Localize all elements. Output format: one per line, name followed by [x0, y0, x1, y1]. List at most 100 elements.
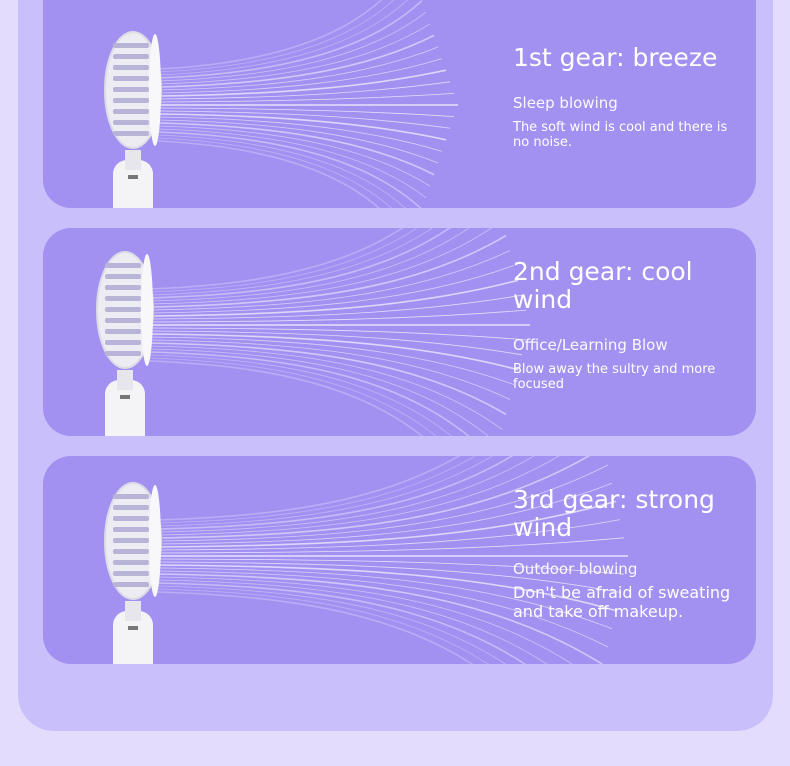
wind-line: [149, 228, 470, 302]
wind-line: [157, 537, 625, 554]
wind-line: [157, 456, 591, 539]
wind-line: [157, 456, 514, 530]
wind-line: [157, 456, 461, 521]
wind-line: [157, 561, 621, 593]
wind-line: [157, 107, 455, 117]
wind-line: [157, 588, 489, 664]
gear-subtitle: Sleep blowing: [513, 94, 618, 112]
fan-neck: [125, 601, 141, 621]
gear-card-2: 2nd gear: cool wind Office/Learning Blow…: [43, 228, 756, 436]
wind-line: [157, 34, 435, 88]
wind-line: [149, 330, 523, 356]
wind-line: [149, 342, 507, 416]
wind-line: [157, 128, 427, 199]
fan-handle: [113, 611, 153, 664]
wind-line: [157, 81, 451, 100]
fan-rim: [141, 254, 153, 366]
wind-line: [149, 234, 507, 308]
fan-grille: [113, 43, 149, 48]
fan-grille: [105, 340, 141, 345]
fan-grille: [113, 538, 149, 543]
fan-grille: [113, 527, 149, 532]
fan-neck: [125, 150, 141, 170]
wind-line: [157, 58, 443, 94]
gear-description: Don't be afraid of sweating and take off…: [513, 583, 731, 621]
wind-line: [157, 579, 548, 664]
fan-grille: [105, 329, 141, 334]
wind-line: [157, 0, 394, 73]
wind-line: [149, 294, 523, 320]
gear-description: Blow away the sultry and more focused: [513, 362, 716, 392]
wind-line: [157, 591, 474, 664]
wind-line: [157, 0, 423, 79]
wind-line: [157, 134, 406, 208]
fan-handle: [113, 160, 153, 208]
wind-line: [149, 228, 493, 305]
wind-line: [157, 69, 447, 97]
fan-grille: [113, 549, 149, 554]
wind-line: [157, 558, 625, 575]
fan-grille: [113, 131, 149, 136]
wind-line: [149, 348, 489, 436]
wind-line: [157, 11, 427, 82]
wind-line: [157, 456, 476, 524]
wind-line: [157, 93, 455, 103]
fan-illustration: [104, 0, 458, 208]
wind-line: [149, 345, 503, 430]
gear-title: 3rd gear: strong wind: [513, 485, 715, 542]
wind-line: [149, 250, 511, 311]
fan-grille: [113, 120, 149, 125]
gear-title: 2nd gear: cool wind: [513, 257, 693, 314]
fan-grille: [105, 263, 141, 268]
fan-grille: [113, 582, 149, 587]
wind-line: [157, 119, 439, 164]
wind-line: [149, 228, 433, 296]
fan-grille: [105, 351, 141, 356]
fan-grille: [113, 571, 149, 576]
wind-line: [157, 0, 408, 76]
gear-card-1: 1st gear: breeze Sleep blowing The soft …: [43, 0, 756, 208]
wind-line: [157, 110, 451, 129]
wind-line: [149, 354, 452, 436]
fan-grille: [105, 274, 141, 279]
wind-line: [157, 573, 604, 664]
wind-line: [149, 360, 424, 436]
wind-line: [149, 228, 451, 299]
wind-line: [149, 351, 470, 436]
wind-line: [157, 570, 609, 648]
wind-line: [149, 327, 527, 341]
wind-line: [157, 131, 422, 208]
fan-grille: [113, 87, 149, 92]
fan-rim: [149, 34, 161, 146]
wind-line: [157, 116, 443, 152]
fan-port: [128, 626, 138, 630]
wind-line: [157, 582, 527, 664]
wind-line: [157, 113, 447, 141]
fan-grille: [113, 560, 149, 565]
wind-line: [149, 279, 519, 317]
wind-line: [149, 265, 515, 314]
wind-line: [149, 228, 418, 293]
wind-line: [157, 482, 613, 545]
wind-line: [157, 464, 609, 542]
wind-line: [157, 0, 383, 70]
wind-line: [149, 336, 515, 385]
fan-handle: [105, 380, 145, 436]
wind-line: [157, 46, 439, 91]
wind-line: [157, 456, 535, 533]
fan-grille: [105, 318, 141, 323]
wind-line: [157, 585, 506, 664]
wind-line: [157, 576, 573, 664]
gear-description: The soft wind is cool and there is no no…: [513, 120, 728, 150]
wind-line: [157, 567, 613, 630]
fan-port: [128, 175, 138, 179]
wind-line: [157, 564, 617, 612]
wind-line: [157, 500, 617, 548]
wind-line: [157, 140, 380, 208]
fan-illustration: [104, 456, 628, 664]
fan-rim: [149, 485, 161, 597]
fan-illustration: [96, 228, 530, 436]
fan-grille: [113, 516, 149, 521]
wind-line: [157, 137, 392, 208]
wind-line: [149, 357, 437, 436]
